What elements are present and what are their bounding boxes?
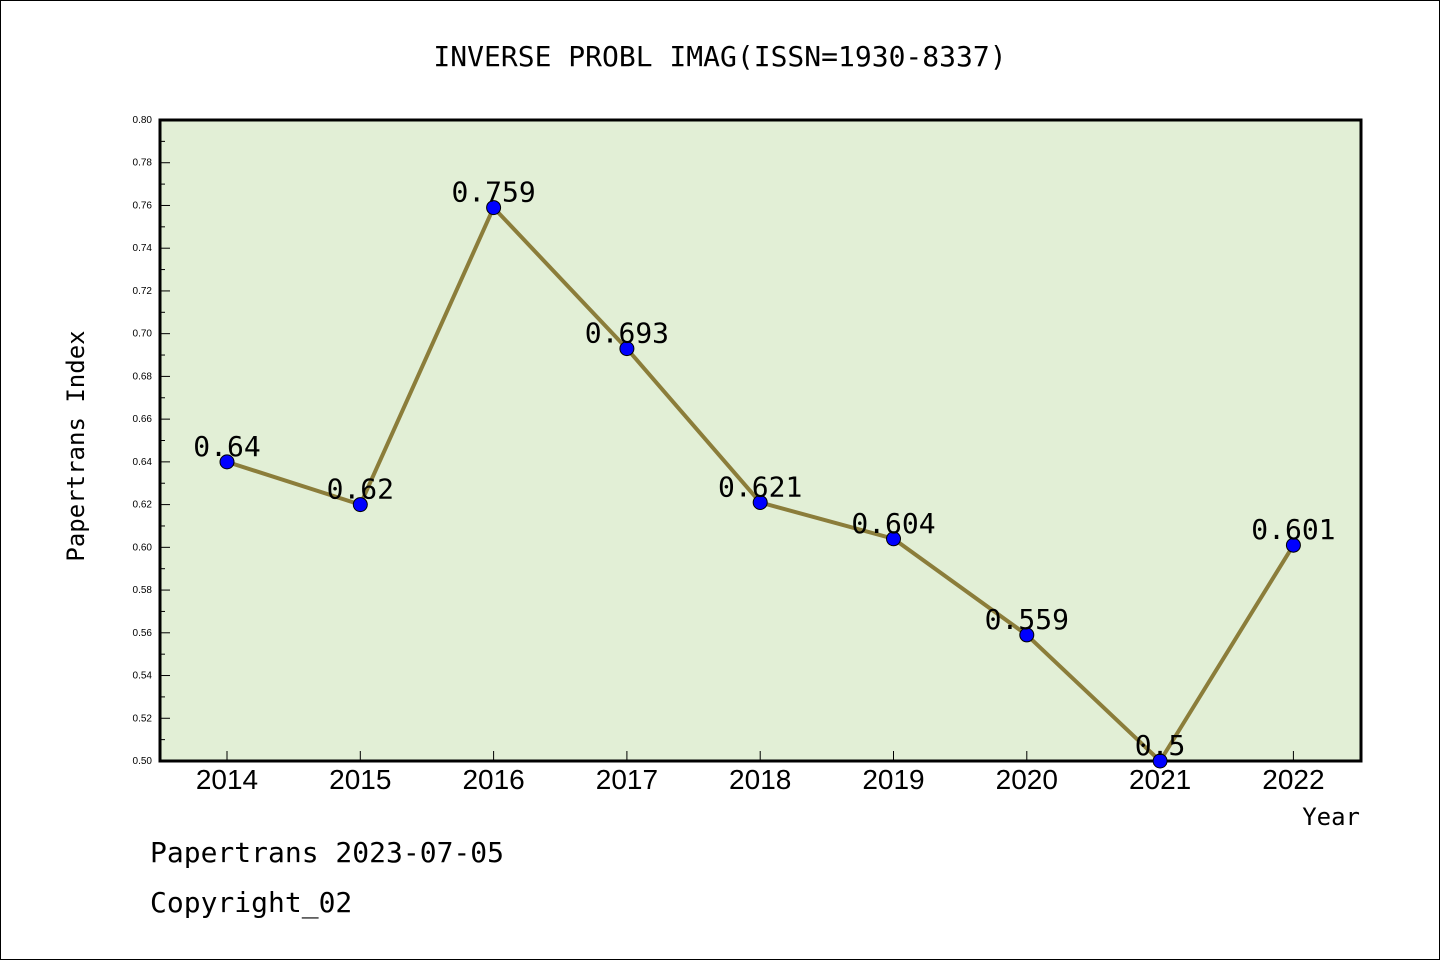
y-tick-label: 0.76 <box>133 200 153 211</box>
x-tick-label: 2017 <box>596 764 658 795</box>
y-tick-label: 0.60 <box>133 542 153 553</box>
y-tick-label: 0.56 <box>133 628 153 639</box>
y-axis-label: Papertrans Index <box>62 330 90 561</box>
data-point <box>486 200 502 216</box>
y-axis: 0.50 0.52 0.54 0.56 0.58 0.60 0.62 0.64 0.66 0.68… <box>133 115 170 767</box>
y-tick-label: 0.74 <box>133 243 153 254</box>
x-axis: 2014 2015 2016 2017 2018 2019 2020 2021 2022 <box>196 751 1325 795</box>
x-tick-label: 2022 <box>1262 764 1324 795</box>
data-point <box>219 454 235 470</box>
x-tick-label: 2018 <box>729 764 791 795</box>
data-label: 0.62 <box>327 473 394 506</box>
data-label: 0.604 <box>851 507 935 540</box>
data-label-layer: 0.64 0.62 0.759 0.693 0.621 0.604 0.559 0.5 0.60… <box>193 176 1335 762</box>
x-axis-label: Year <box>1302 803 1360 831</box>
x-tick-label: 2021 <box>1129 764 1191 795</box>
data-point <box>619 341 635 357</box>
data-point <box>886 531 901 547</box>
data-label: 0.64 <box>193 430 260 463</box>
y-tick-label: 0.64 <box>133 457 153 468</box>
y-tick-label: 0.72 <box>133 286 153 297</box>
data-point <box>352 497 368 513</box>
data-point <box>752 494 768 510</box>
x-tick-label: 2014 <box>196 764 258 795</box>
x-tick-label: 2016 <box>462 764 524 795</box>
x-tick-label: 2015 <box>329 764 391 795</box>
data-label: 0.759 <box>451 176 535 209</box>
data-label: 0.601 <box>1251 513 1335 546</box>
y-tick-label: 0.68 <box>133 371 153 382</box>
x-tick-label: 2020 <box>996 764 1058 795</box>
y-tick-label: 0.70 <box>133 329 153 340</box>
data-label: 0.693 <box>585 317 669 350</box>
footer-copyright: Copyright_02 <box>150 886 353 919</box>
y-tick-label: 0.62 <box>133 500 153 511</box>
y-tick-label: 0.58 <box>133 585 153 596</box>
y-tick-label: 0.54 <box>133 671 153 682</box>
data-point <box>1019 627 1035 643</box>
y-tick-label: 0.66 <box>133 414 153 425</box>
data-point <box>1152 753 1168 769</box>
data-point <box>1285 537 1301 553</box>
y-tick-label: 0.80 <box>133 115 153 126</box>
x-tick-label: 2019 <box>862 764 924 795</box>
y-tick-label: 0.78 <box>133 158 153 169</box>
data-label: 0.5 <box>1135 729 1186 762</box>
series-layer <box>219 200 1301 769</box>
y-tick-label: 0.52 <box>133 713 153 724</box>
footer-date: Papertrans 2023-07-05 <box>150 836 505 869</box>
data-label: 0.621 <box>718 470 802 503</box>
y-tick-label: 0.50 <box>133 756 153 767</box>
plot-area <box>158 118 1363 763</box>
data-label: 0.559 <box>985 603 1069 636</box>
chart-title: INVERSE PROBL IMAG(ISSN=1930-8337) <box>433 40 1006 73</box>
